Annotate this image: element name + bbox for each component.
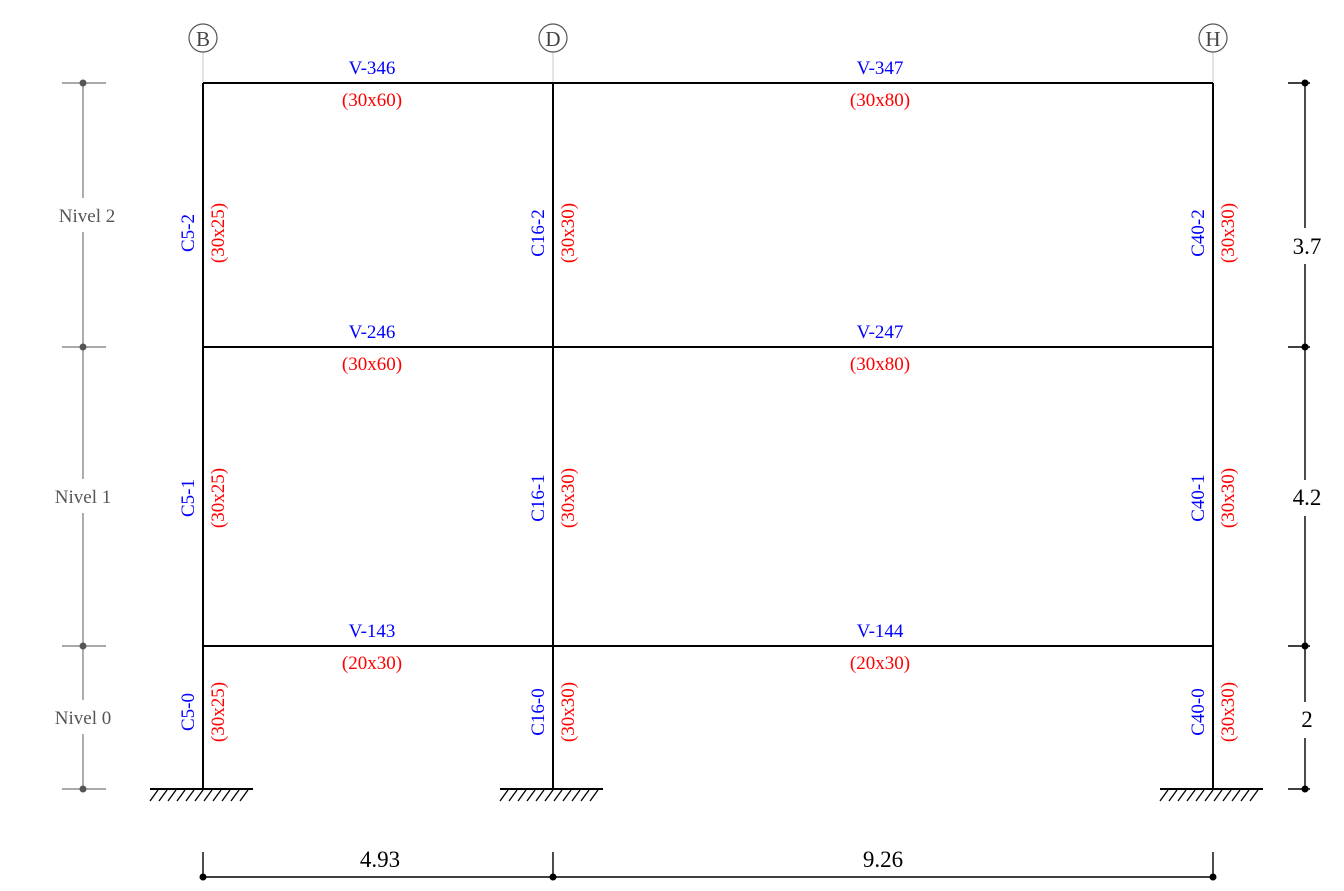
fixed-support-d [499, 788, 603, 802]
level-scale: Nivel 2 Nivel 1 Nivel 0 [40, 79, 126, 793]
column-labels: C5-2 (30x25) C16-2 (30x30) C40-2 (30x30)… [178, 203, 1239, 742]
beam-id-v346: V-346 [349, 58, 396, 79]
beam-section-v247: (30x80) [850, 354, 910, 375]
column-section-c5-2: (30x25) [208, 203, 229, 263]
column-id-c16-0: C16-0 [528, 688, 549, 736]
column-id-c40-2: C40-2 [1188, 209, 1209, 257]
beam-id-v347: V-347 [857, 58, 904, 79]
beam-id-v247: V-247 [857, 322, 904, 343]
column-id-c40-0: C40-0 [1188, 688, 1209, 736]
column-section-c16-1: (30x30) [558, 468, 579, 528]
axis-label-h: H [1205, 27, 1220, 51]
level-label-1: Nivel 1 [55, 487, 111, 508]
column-section-c5-0: (30x25) [208, 682, 229, 742]
beam-section-v143: (20x30) [342, 653, 402, 674]
column-section-c40-2: (30x30) [1218, 203, 1239, 263]
column-section-c40-0: (30x30) [1218, 682, 1239, 742]
column-section-c16-2: (30x30) [558, 203, 579, 263]
column-id-c40-1: C40-1 [1188, 474, 1209, 522]
frame-beams [203, 82, 1213, 647]
column-section-c16-0: (30x30) [558, 682, 579, 742]
beam-section-v347: (30x80) [850, 90, 910, 111]
level-label-2: Nivel 2 [59, 206, 115, 227]
axis-bubble-d: D [538, 23, 568, 53]
beam-id-v246: V-246 [349, 322, 396, 343]
dim-height-level-0: 2 [1301, 707, 1313, 732]
fixed-support-h [1159, 788, 1263, 802]
column-id-c5-1: C5-1 [178, 479, 199, 517]
beam-id-v144: V-144 [857, 621, 904, 642]
column-id-c16-2: C16-2 [528, 209, 549, 257]
column-id-c16-1: C16-1 [528, 474, 549, 522]
beam-section-v346: (30x60) [342, 90, 402, 111]
axis-bubble-h: H [1198, 23, 1228, 53]
column-section-c5-1: (30x25) [208, 468, 229, 528]
axis-label-b: B [196, 27, 210, 51]
frame-columns [202, 83, 1214, 789]
level-label-0: Nivel 0 [55, 708, 111, 729]
beam-labels: V-346 (30x60) V-347 (30x80) V-246 (30x60… [342, 58, 910, 674]
horizontal-dimension: 4.93 9.26 [199, 847, 1217, 881]
dim-span-b-d: 4.93 [360, 847, 400, 872]
beam-section-v144: (20x30) [850, 653, 910, 674]
fixed-support-b [149, 788, 253, 802]
dim-height-level-2: 3.7 [1293, 234, 1322, 259]
dim-span-d-h: 9.26 [863, 847, 903, 872]
vertical-dimension: 3.7 4.2 2 [1288, 79, 1338, 793]
column-id-c5-0: C5-0 [178, 693, 199, 731]
column-id-c5-2: C5-2 [178, 214, 199, 252]
axis-label-d: D [545, 27, 560, 51]
column-section-c40-1: (30x30) [1218, 468, 1239, 528]
axis-bubble-b: B [188, 23, 218, 53]
beam-section-v246: (30x60) [342, 354, 402, 375]
beam-id-v143: V-143 [349, 621, 396, 642]
dim-height-level-1: 4.2 [1293, 485, 1322, 510]
